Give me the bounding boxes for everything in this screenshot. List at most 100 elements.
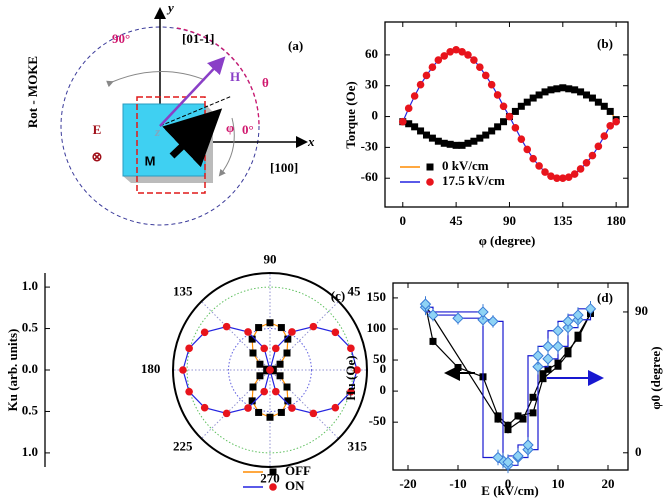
- data-point: [572, 309, 584, 321]
- data-point: [559, 84, 567, 92]
- data-point: [532, 350, 544, 362]
- x-tick-label: 0: [400, 213, 407, 228]
- data-point: [200, 403, 209, 412]
- angle-90: 90°: [112, 31, 130, 46]
- r-tick-label: 1.0: [22, 278, 38, 293]
- x-axis-label: φ (degree): [479, 233, 536, 248]
- data-point: [532, 361, 544, 373]
- y-tick-label: 50: [373, 351, 386, 366]
- data-point: [454, 363, 462, 371]
- panel-label: (d): [597, 290, 613, 305]
- data-point: [577, 88, 585, 96]
- legend-label: 17.5 kV/cm: [442, 173, 505, 188]
- data-point: [440, 52, 449, 60]
- y-tick-label: 60: [365, 46, 378, 61]
- data-point: [600, 102, 608, 110]
- data-point: [185, 387, 193, 396]
- grid-spoke: [201, 301, 271, 371]
- angle-label: 0: [380, 361, 387, 376]
- data-point: [529, 94, 537, 102]
- data-point: [559, 174, 567, 183]
- data-point: [588, 94, 596, 102]
- data-point: [512, 450, 524, 462]
- data-point: [428, 63, 437, 72]
- data-point: [331, 328, 340, 337]
- electric-label: E: [93, 122, 102, 137]
- data-point: [410, 92, 419, 100]
- data-point: [256, 372, 264, 380]
- data-point: [535, 162, 543, 170]
- data-point: [606, 107, 614, 115]
- data-point: [529, 154, 537, 163]
- method-label: Rot - MOKE: [25, 56, 40, 128]
- data-point: [582, 159, 591, 167]
- data-point: [422, 131, 430, 139]
- y-tick-label: -60: [361, 169, 378, 184]
- x-axis-label: x: [307, 134, 315, 149]
- y2-tick-label: 90: [635, 303, 648, 318]
- data-point: [517, 102, 525, 110]
- data-point: [309, 322, 318, 331]
- data-point: [288, 328, 296, 336]
- data-point: [494, 123, 502, 131]
- data-point: [584, 303, 597, 315]
- data-point: [255, 324, 263, 332]
- data-point: [574, 331, 582, 339]
- data-point: [283, 349, 291, 357]
- data-point: [612, 117, 620, 126]
- data-point: [476, 63, 484, 72]
- panel-label: (a): [288, 38, 303, 53]
- data-point: [504, 421, 512, 429]
- data-point: [554, 362, 562, 370]
- data-point: [284, 397, 292, 405]
- theta-label: θ: [262, 75, 269, 90]
- data-point: [499, 102, 508, 111]
- data-point: [523, 145, 532, 154]
- y-tick-label: 100: [367, 320, 387, 335]
- data-point: [522, 439, 534, 451]
- legend-marker: [269, 468, 277, 476]
- y-tick-label: 30: [365, 77, 378, 92]
- data-point: [283, 383, 291, 391]
- data-point: [428, 134, 436, 142]
- data-point: [464, 139, 472, 147]
- data-point: [562, 315, 574, 328]
- data-point: [553, 174, 561, 183]
- data-point: [542, 353, 554, 365]
- theta-arc: [176, 27, 260, 127]
- data-point: [564, 350, 572, 358]
- data-point: [564, 173, 573, 181]
- r-tick-label: 0.5: [22, 320, 39, 335]
- data-point: [446, 140, 454, 148]
- y-tick-label: 150: [367, 289, 387, 304]
- data-point: [606, 122, 615, 130]
- electrode: [136, 96, 206, 194]
- data-point: [347, 387, 355, 396]
- data-point: [576, 165, 585, 173]
- data-point: [452, 312, 464, 324]
- data-point: [244, 328, 252, 336]
- data-point: [500, 118, 508, 126]
- angle-label: 90: [264, 251, 277, 266]
- data-point: [419, 298, 432, 310]
- data-point: [222, 322, 231, 331]
- legend-marker: [426, 163, 434, 171]
- data-point: [255, 408, 263, 416]
- data-point: [249, 383, 257, 391]
- data-point: [398, 117, 407, 126]
- data-point: [452, 141, 460, 149]
- data-point: [492, 451, 504, 464]
- panel-label: (c): [331, 288, 345, 303]
- rotation-arrow: [106, 71, 206, 88]
- data-point: [600, 132, 609, 140]
- data-point: [514, 412, 522, 420]
- data-point: [309, 409, 318, 418]
- data-point: [276, 360, 284, 368]
- data-point: [542, 340, 554, 353]
- x-tick-label: -20: [399, 476, 416, 491]
- data-point: [404, 104, 413, 113]
- data-point: [517, 135, 526, 143]
- data-point: [200, 328, 209, 337]
- data-point: [523, 98, 531, 106]
